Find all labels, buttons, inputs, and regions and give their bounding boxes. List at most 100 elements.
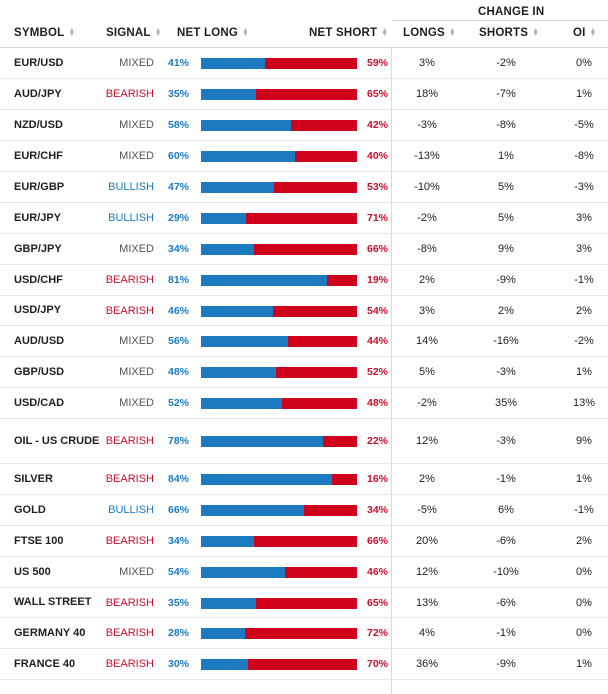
- change-oi: 9%: [576, 435, 592, 447]
- signal-badge: MIXED: [119, 366, 154, 378]
- table-row[interactable]: WALL STREET BEARISH 35% 65% 13% -6% 0%: [0, 588, 608, 618]
- change-longs: 5%: [419, 366, 435, 378]
- net-short-percent: 65%: [366, 596, 388, 609]
- net-sentiment-bar: [201, 213, 357, 224]
- table-row[interactable]: US 500 MIXED 54% 46% 12% -10% 0%: [0, 557, 608, 588]
- change-longs: 3%: [419, 304, 435, 317]
- net-long-fill: [201, 367, 276, 378]
- symbol-name: US 500: [14, 565, 51, 578]
- sort-icon[interactable]: ▲ ▼: [68, 26, 76, 38]
- col-net-short-label: NET SHORT: [309, 27, 378, 39]
- table-row[interactable]: USD/CAD MIXED 52% 48% -2% 35% 13%: [0, 388, 608, 419]
- change-shorts: -6%: [496, 535, 516, 547]
- change-oi: 1%: [576, 366, 592, 378]
- change-shorts: 9%: [498, 243, 514, 255]
- change-oi: 13%: [572, 397, 596, 409]
- change-in-header: CHANGE IN: [478, 6, 545, 18]
- table-row[interactable]: GBP/USD MIXED 48% 52% 5% -3% 1%: [0, 357, 608, 388]
- table-row[interactable]: USD/JPY BEARISH 46% 54% 3% 2% 2%: [0, 296, 608, 326]
- change-oi: -1%: [574, 274, 594, 286]
- net-sentiment-bar: [201, 306, 357, 317]
- net-long-fill: [201, 628, 245, 639]
- change-shorts: -6%: [496, 596, 516, 609]
- table-row[interactable]: EUR/USD MIXED 41% 59% 3% -2% 0%: [0, 48, 608, 79]
- change-longs: 4%: [419, 627, 435, 639]
- sort-icon[interactable]: ▲ ▼: [381, 26, 389, 38]
- change-longs: 14%: [415, 335, 439, 347]
- net-sentiment-bar: [201, 244, 357, 255]
- col-shorts-header[interactable]: SHORTS ▲ ▼: [479, 27, 539, 39]
- table-row[interactable]: EUR/CHF MIXED 60% 40% -13% 1% -8%: [0, 141, 608, 172]
- change-oi: 0%: [576, 627, 592, 639]
- table-row[interactable]: SILVER BEARISH 84% 16% 2% -1% 1%: [0, 464, 608, 495]
- change-oi: 1%: [576, 658, 592, 670]
- net-sentiment-bar: [201, 536, 357, 547]
- net-long-fill: [201, 436, 323, 447]
- change-oi: 1%: [576, 88, 592, 100]
- col-symbol-header[interactable]: SYMBOL ▲ ▼: [14, 27, 75, 39]
- symbol-name: GERMANY 40: [14, 626, 86, 639]
- col-longs-header[interactable]: LONGS ▲ ▼: [403, 27, 456, 39]
- change-longs: -2%: [417, 212, 437, 224]
- change-shorts: -7%: [496, 88, 516, 100]
- symbol-name: GBP/USD: [14, 365, 65, 378]
- sort-icon[interactable]: ▲ ▼: [154, 26, 162, 38]
- table-row[interactable]: FRANCE 40 BEARISH 30% 70% 36% -9% 1%: [0, 649, 608, 680]
- net-short-percent: 70%: [366, 658, 388, 670]
- signal-badge: BEARISH: [105, 304, 154, 317]
- col-oi-label: OI: [573, 27, 586, 39]
- table-row[interactable]: GBP/JPY MIXED 34% 66% -8% 9% 3%: [0, 234, 608, 265]
- signal-badge: MIXED: [119, 57, 154, 69]
- net-long-percent: 52%: [167, 397, 189, 409]
- col-shorts-label: SHORTS: [479, 27, 529, 39]
- col-oi-header[interactable]: OI ▲ ▼: [573, 27, 597, 39]
- net-long-percent: 29%: [167, 212, 189, 224]
- change-shorts: 1%: [498, 150, 514, 162]
- change-shorts: 6%: [498, 504, 514, 516]
- net-long-fill: [201, 474, 333, 485]
- signal-badge: BULLISH: [108, 181, 154, 193]
- table-row[interactable]: GERMANY 40 BEARISH 28% 72% 4% -1% 0%: [0, 618, 608, 649]
- sort-icon[interactable]: ▲ ▼: [448, 26, 457, 38]
- table-row[interactable]: EUR/JPY BULLISH 29% 71% -2% 5% 3%: [0, 203, 608, 234]
- signal-badge: BEARISH: [105, 627, 154, 639]
- table-row[interactable]: OIL - US CRUDE BEARISH 78% 22% 12% -3% 9%: [0, 419, 608, 464]
- net-long-percent: 66%: [167, 504, 189, 516]
- symbol-name: FTSE 100: [14, 534, 64, 547]
- net-short-percent: 44%: [366, 335, 388, 347]
- net-short-percent: 71%: [366, 212, 388, 224]
- change-shorts: 2%: [498, 304, 514, 317]
- table-row[interactable]: FTSE 100 BEARISH 34% 66% 20% -6% 2%: [0, 526, 608, 557]
- symbol-name: EUR/JPY: [14, 211, 62, 224]
- signal-badge: MIXED: [119, 119, 154, 131]
- table-row[interactable]: NZD/USD MIXED 58% 42% -3% -8% -5%: [0, 110, 608, 141]
- col-net-long-header[interactable]: NET LONG ▲ ▼: [177, 27, 249, 39]
- table-row[interactable]: EUR/GBP BULLISH 47% 53% -10% 5% -3%: [0, 172, 608, 203]
- table-row[interactable]: AUD/JPY BEARISH 35% 65% 18% -7% 1%: [0, 79, 608, 110]
- sort-icon[interactable]: ▲ ▼: [532, 26, 540, 38]
- net-long-percent: 56%: [167, 335, 189, 347]
- net-sentiment-bar: [201, 58, 357, 69]
- change-oi: -2%: [574, 335, 594, 347]
- sort-icon[interactable]: ▲ ▼: [242, 26, 250, 38]
- symbol-name: EUR/USD: [14, 56, 64, 69]
- net-long-fill: [201, 58, 265, 69]
- net-long-percent: 78%: [167, 435, 189, 447]
- net-long-percent: 46%: [167, 304, 189, 317]
- change-oi: 3%: [576, 212, 592, 224]
- change-shorts: -1%: [496, 627, 516, 639]
- net-long-percent: 84%: [167, 473, 189, 485]
- change-oi: 2%: [576, 304, 592, 317]
- sort-icon[interactable]: ▲ ▼: [589, 26, 597, 38]
- net-sentiment-bar: [201, 436, 357, 447]
- table-row[interactable]: USD/CHF BEARISH 81% 19% 2% -9% -1%: [0, 265, 608, 296]
- net-long-fill: [201, 89, 256, 100]
- net-long-percent: 30%: [167, 658, 189, 670]
- net-long-percent: 28%: [167, 627, 189, 639]
- col-net-short-header[interactable]: NET SHORT ▲ ▼: [309, 27, 388, 39]
- net-short-percent: 54%: [366, 304, 388, 317]
- col-signal-header[interactable]: SIGNAL ▲ ▼: [106, 27, 162, 39]
- table-row[interactable]: AUD/USD MIXED 56% 44% 14% -16% -2%: [0, 326, 608, 357]
- net-long-fill: [201, 213, 247, 224]
- table-row[interactable]: GOLD BULLISH 66% 34% -5% 6% -1%: [0, 495, 608, 526]
